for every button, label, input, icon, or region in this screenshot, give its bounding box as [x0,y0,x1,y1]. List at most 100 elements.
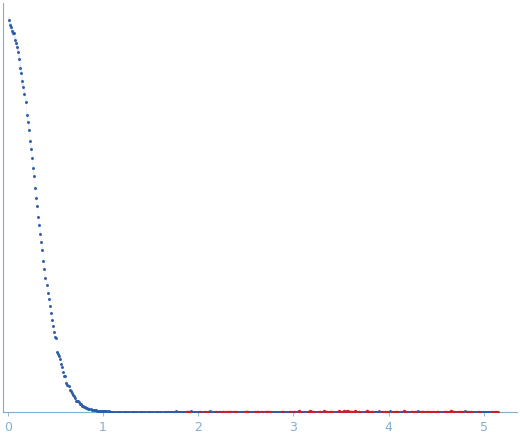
Point [325,408,333,415]
Point [146,408,154,415]
Point [194,408,202,415]
Point [390,408,398,415]
Point [441,408,449,415]
Point [54,350,62,357]
Point [211,408,219,415]
Point [155,408,163,415]
Point [472,408,480,415]
Point [207,408,216,415]
Point [115,408,123,415]
Point [263,408,271,415]
Point [332,408,341,415]
Point [45,303,54,310]
Point [448,409,457,416]
Point [78,402,86,409]
Point [134,408,142,415]
Point [60,373,69,380]
Point [67,388,75,395]
Point [479,408,487,415]
Point [431,408,439,415]
Point [100,408,108,415]
Point [425,408,433,415]
Point [121,408,129,415]
Point [374,408,382,415]
Point [161,408,169,415]
Point [85,406,94,413]
Point [443,408,451,415]
Point [210,408,218,415]
Point [175,408,184,415]
Point [114,408,122,415]
Point [313,408,321,415]
Point [164,408,173,415]
Point [398,408,407,415]
Point [368,408,376,415]
Point [491,408,499,415]
Point [271,408,280,415]
Point [42,281,50,288]
Point [363,408,372,415]
Point [219,408,227,415]
Point [403,408,411,415]
Point [410,408,418,415]
Point [126,408,135,415]
Point [378,408,386,415]
Point [40,265,48,272]
Point [487,408,495,415]
Point [34,214,42,221]
Point [408,409,417,416]
Point [296,408,304,415]
Point [462,408,470,415]
Point [55,352,63,359]
Point [328,408,336,415]
Point [83,405,92,412]
Point [424,409,432,416]
Point [397,408,406,415]
Point [255,408,263,415]
Point [111,408,120,415]
Point [439,408,447,415]
Point [186,408,194,415]
Point [451,408,459,415]
Point [203,408,212,415]
Point [411,408,419,415]
Point [209,408,217,415]
Point [308,408,317,415]
Point [217,408,226,415]
Point [478,408,487,415]
Point [450,408,458,415]
Point [441,408,450,415]
Point [20,90,29,97]
Point [242,408,251,415]
Point [72,397,80,404]
Point [140,408,148,415]
Point [378,408,386,415]
Point [324,408,332,415]
Point [77,400,85,407]
Point [46,309,55,316]
Point [437,408,446,415]
Point [485,408,493,415]
Point [181,408,190,415]
Point [108,408,116,415]
Point [136,408,144,415]
Point [220,408,228,415]
Point [251,408,259,415]
Point [310,408,318,415]
Point [474,408,483,415]
Point [323,408,332,415]
Point [44,295,53,302]
Point [293,408,302,415]
Point [357,408,366,415]
Point [292,408,301,415]
Point [426,408,434,415]
Point [105,408,113,415]
Point [51,333,59,340]
Point [302,408,310,415]
Point [335,408,343,415]
Point [285,408,293,415]
Point [336,408,345,415]
Point [381,408,389,415]
Point [216,408,224,415]
Point [71,395,79,402]
